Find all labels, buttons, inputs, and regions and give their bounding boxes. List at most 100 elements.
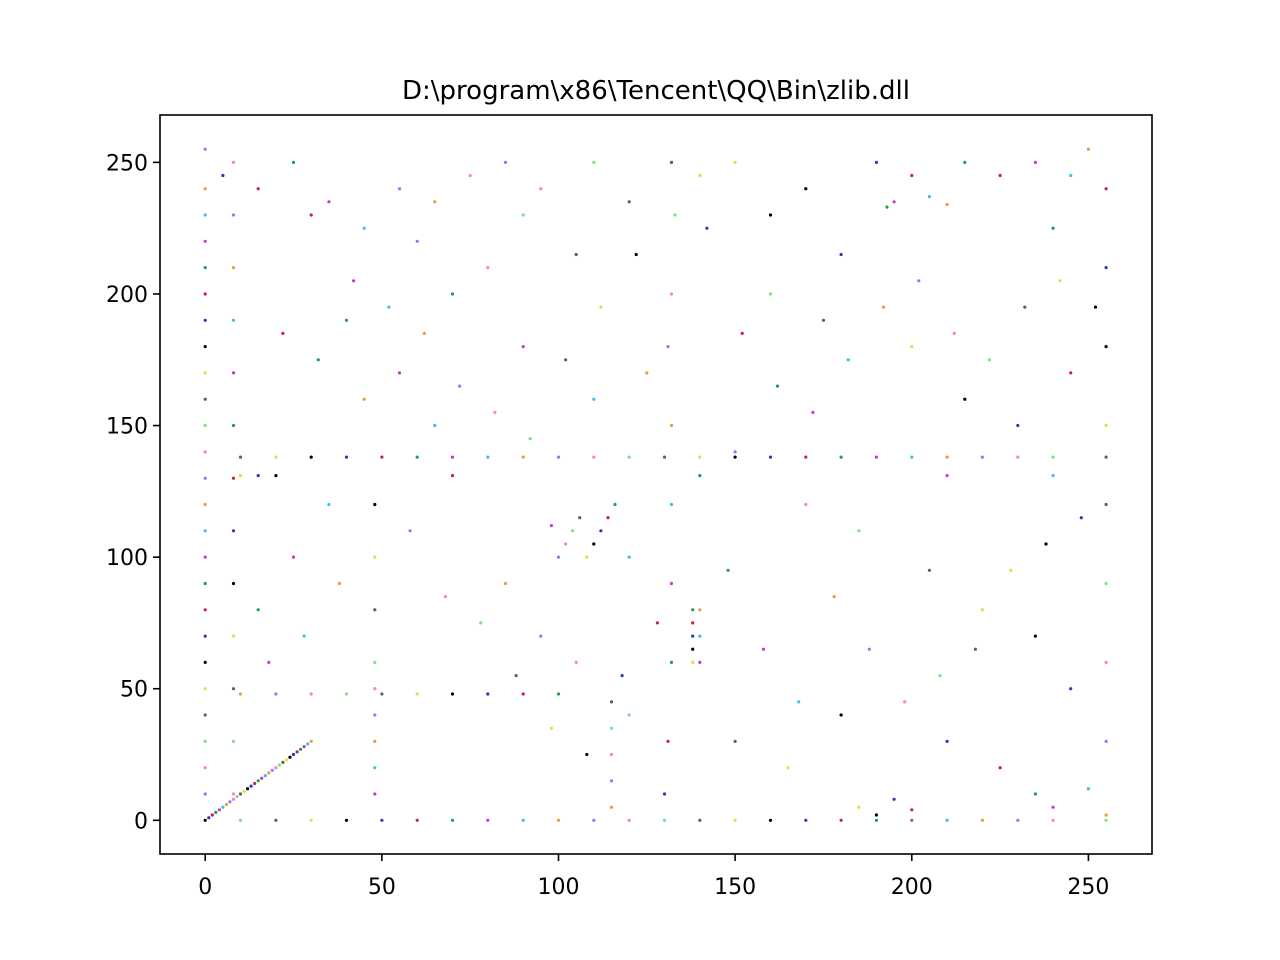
data-point — [1104, 660, 1108, 665]
data-point — [726, 568, 730, 572]
data-point — [231, 739, 236, 744]
data-point — [274, 818, 278, 822]
data-point — [634, 252, 638, 257]
data-point — [1104, 502, 1108, 507]
data-point — [274, 455, 278, 459]
data-point — [585, 555, 589, 559]
data-point — [433, 423, 437, 428]
data-point — [881, 305, 886, 309]
data-point — [564, 542, 568, 546]
data-point — [945, 474, 949, 478]
data-point — [299, 747, 303, 751]
y-tick-label: 100 — [106, 546, 148, 571]
data-point — [804, 455, 808, 459]
chart-title: D:\program\x86\Tencent\QQ\Bin\zlib.dll — [402, 76, 910, 106]
plot-frame — [159, 114, 1153, 855]
data-point — [1104, 187, 1108, 191]
data-point — [373, 739, 377, 744]
data-point — [627, 200, 631, 204]
data-point — [309, 739, 313, 744]
data-point — [669, 292, 674, 296]
data-point — [203, 318, 207, 322]
data-point — [521, 692, 525, 696]
data-point — [306, 742, 310, 746]
data-point — [945, 818, 949, 822]
data-point — [221, 173, 225, 178]
data-point — [1104, 423, 1108, 428]
data-point — [203, 266, 207, 270]
data-point — [256, 474, 260, 478]
data-point — [231, 687, 236, 691]
data-point — [281, 331, 285, 335]
data-point — [998, 766, 1002, 770]
data-point — [284, 758, 289, 762]
data-point — [691, 634, 695, 638]
data-point — [203, 423, 207, 428]
data-point — [846, 358, 850, 362]
data-point — [574, 660, 578, 665]
data-point — [203, 345, 207, 349]
data-point — [415, 692, 419, 696]
data-point — [609, 752, 614, 757]
data-point — [839, 252, 843, 257]
data-point — [786, 766, 790, 770]
data-point — [260, 776, 264, 780]
data-point — [571, 529, 575, 533]
data-point — [655, 621, 660, 625]
data-point — [373, 660, 377, 665]
y-tick-label: 250 — [106, 151, 148, 176]
data-point — [256, 187, 260, 191]
data-point — [373, 555, 377, 559]
data-point — [521, 345, 525, 349]
data-point — [698, 455, 702, 459]
data-point — [578, 516, 582, 520]
data-point — [203, 371, 207, 375]
data-point — [203, 581, 207, 586]
data-point — [804, 818, 808, 822]
data-point — [609, 726, 614, 730]
data-point — [203, 739, 207, 744]
data-point — [1104, 345, 1108, 349]
data-point — [874, 813, 879, 817]
data-point — [927, 568, 932, 572]
data-point — [203, 713, 207, 717]
data-point — [1104, 813, 1108, 817]
data-point — [768, 213, 773, 217]
data-point — [309, 213, 313, 217]
data-point — [691, 660, 695, 665]
data-point — [450, 692, 455, 696]
data-point — [274, 474, 278, 478]
data-point — [733, 455, 737, 459]
data-point — [1104, 581, 1108, 586]
data-point — [691, 647, 695, 651]
data-point — [705, 226, 709, 230]
data-point — [804, 187, 808, 191]
data-point — [256, 608, 260, 612]
data-point — [938, 674, 942, 678]
data-point — [231, 213, 236, 217]
data-point — [1058, 279, 1062, 283]
data-point — [539, 187, 543, 191]
data-point — [609, 700, 614, 704]
data-point — [797, 700, 801, 704]
data-point — [585, 752, 589, 757]
data-point — [691, 621, 695, 625]
data-point — [274, 692, 278, 696]
x-tick-label: 50 — [368, 875, 396, 900]
data-point — [203, 502, 207, 507]
data-point — [373, 792, 377, 796]
data-point — [903, 700, 907, 704]
x-tick-label: 200 — [891, 875, 933, 900]
x-tick-label: 100 — [537, 875, 579, 900]
data-point — [468, 173, 472, 178]
data-point — [493, 410, 497, 414]
data-point — [839, 818, 843, 822]
data-point — [270, 768, 274, 772]
data-point — [207, 816, 211, 820]
data-point — [203, 213, 207, 217]
data-point — [768, 292, 773, 296]
data-point — [242, 789, 246, 794]
data-point — [592, 455, 596, 459]
data-point — [1016, 818, 1020, 822]
y-tick-label: 0 — [134, 809, 148, 834]
